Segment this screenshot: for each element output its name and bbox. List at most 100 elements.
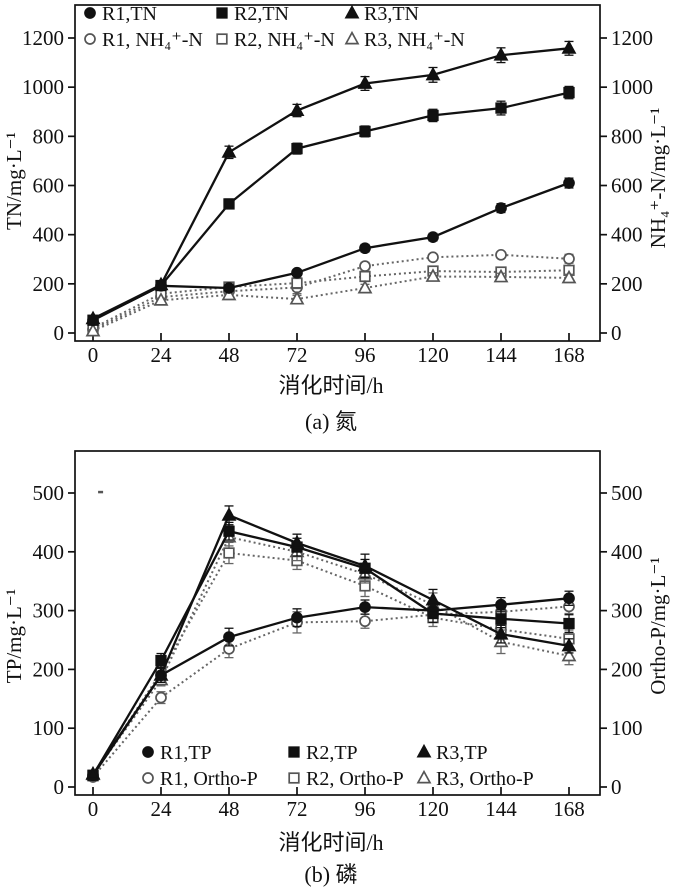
series-line <box>92 47 570 320</box>
legend-label: R3,TN <box>364 3 419 25</box>
data-point-triangle <box>221 144 237 158</box>
data-point-triangle <box>85 310 101 325</box>
y-tick-label-right: 300 <box>611 599 643 623</box>
data-point-triangle <box>561 40 577 54</box>
y-tick-label-left: 400 <box>33 540 65 564</box>
series-line <box>92 535 570 776</box>
data-point-square <box>291 277 303 289</box>
x-tick-label: 24 <box>151 797 173 821</box>
data-point-triangle <box>289 290 305 305</box>
series-line <box>92 269 570 329</box>
y-tick-label-left: 500 <box>33 481 65 505</box>
x-tick-label: 96 <box>355 797 376 821</box>
y-tick-label-right: 400 <box>611 223 643 247</box>
x-tick-label: 120 <box>417 343 449 367</box>
data-point-triangle <box>85 765 101 780</box>
legend: R1,TN R2,TN R3,TN R1, NH₄⁺-N R2, NH₄⁺-N R3, N… <box>84 3 465 51</box>
x-tick-label: 144 <box>485 343 517 367</box>
x-axis-label: 消化时间/h <box>278 830 383 855</box>
legend-label: R2,TP <box>306 742 358 764</box>
y-axis-label-left: TN/mg·L⁻¹ <box>2 132 26 230</box>
series-line <box>92 253 570 331</box>
data-point-circle <box>291 266 303 279</box>
legend-label: R1, NH₄⁺-N <box>102 29 203 51</box>
x-tick-label: 0 <box>88 797 99 821</box>
data-point-triangle <box>357 75 373 89</box>
series-R2,TN <box>87 85 575 326</box>
data-point-circle <box>427 251 439 264</box>
data-point-square <box>223 547 235 559</box>
panel-caption: (b) 磷 <box>304 862 357 887</box>
data-point-square <box>359 125 371 138</box>
y-axis-label-left: TP/mg·L⁻¹ <box>2 589 26 683</box>
data-point-triangle <box>425 591 441 606</box>
y-tick-label-right: 1000 <box>611 75 653 99</box>
legend-label: R2, NH₄⁺-N <box>234 29 335 51</box>
y-tick-label-right: 200 <box>611 657 643 681</box>
x-tick-label: 96 <box>355 343 376 367</box>
x-tick-label: 120 <box>417 797 449 821</box>
legend-marker-triangle <box>416 743 432 758</box>
legend-marker-square <box>216 33 228 45</box>
data-point-square <box>563 617 575 630</box>
data-point-triangle <box>561 647 577 662</box>
legend-marker-triangle <box>344 4 360 19</box>
y-tick-label-left: 200 <box>33 657 65 681</box>
y-tick-label-left: 300 <box>33 599 65 623</box>
data-point-triangle <box>493 47 509 61</box>
y-tick-label-left: 0 <box>54 775 65 799</box>
y-axis-label-right: Ortho-P/mg·L⁻¹ <box>646 557 670 695</box>
series-line <box>92 513 570 775</box>
y-tick-label-left: 200 <box>33 272 65 296</box>
y-tick-label-left: 400 <box>33 223 65 247</box>
legend-marker-square <box>216 7 228 19</box>
legend-marker-triangle <box>344 30 360 45</box>
data-point-triangle <box>357 279 373 294</box>
y-tick-label-right: 800 <box>611 124 643 148</box>
series-line <box>92 181 570 322</box>
legend-label: R2, Ortho-P <box>306 768 404 790</box>
data-point-triangle <box>153 667 169 681</box>
legend-label: R1,TP <box>160 742 212 764</box>
x-tick-label: 24 <box>151 343 173 367</box>
data-point-square <box>155 654 167 667</box>
data-point-triangle <box>221 507 237 521</box>
data-point-triangle <box>561 269 577 284</box>
y-tick-label-right: 0 <box>611 321 622 345</box>
legend-marker-circle <box>142 772 154 784</box>
y-tick-label-left: 1200 <box>22 26 64 50</box>
data-point-circle <box>427 231 439 243</box>
legend-marker-circle <box>142 746 154 758</box>
data-point-circle <box>495 598 507 611</box>
series-line <box>92 597 570 776</box>
y-tick-label-right: 0 <box>611 775 622 799</box>
y-tick-label-right: 1200 <box>611 26 653 50</box>
series-line <box>92 605 570 778</box>
legend-marker-square <box>288 772 300 784</box>
data-point-triangle <box>493 268 509 283</box>
x-tick-label: 72 <box>287 343 308 367</box>
series-line <box>92 551 570 777</box>
data-point-circle <box>155 691 167 704</box>
legend-marker-circle <box>84 7 96 19</box>
data-point-circle <box>291 611 303 624</box>
data-point-circle <box>359 260 371 272</box>
y-tick-label-right: 500 <box>611 481 643 505</box>
legend-label: R3,TP <box>436 742 488 764</box>
legend-marker-square <box>288 746 300 758</box>
data-point-circle <box>563 252 575 265</box>
data-point-triangle <box>425 66 441 81</box>
legend-marker-triangle <box>416 769 432 784</box>
y-tick-label-right: 600 <box>611 174 643 198</box>
series-line <box>92 91 570 322</box>
data-point-square <box>223 525 235 537</box>
data-point-circle <box>563 177 575 189</box>
y-tick-label-right: 400 <box>611 540 643 564</box>
legend-label: R1,TN <box>102 3 157 25</box>
y-tick-label-left: 800 <box>33 124 65 148</box>
data-point-circle <box>223 631 235 643</box>
data-point-circle <box>359 601 371 613</box>
series-line <box>92 275 570 332</box>
